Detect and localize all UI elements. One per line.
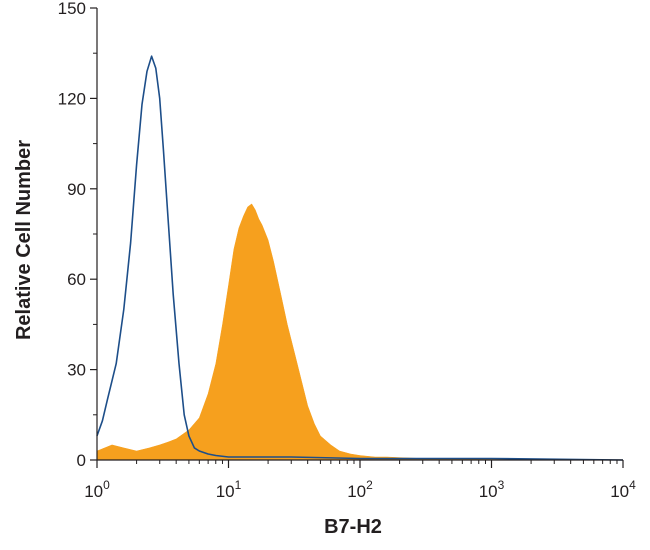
series-0-filled-histogram: [96, 203, 624, 461]
x-tick-label: 104: [610, 478, 636, 501]
y-tick-label: 30: [67, 361, 86, 380]
series-layer: [96, 55, 624, 461]
y-tick-label: 0: [77, 451, 86, 470]
series-1-outline-histogram: [96, 55, 624, 461]
y-ticks: 0 30 60 90 120 150: [58, 0, 97, 470]
x-tick-label: 103: [479, 478, 505, 501]
y-tick-label: 150: [58, 0, 86, 18]
x-ticks: 100 101 102 103 104: [84, 460, 636, 501]
y-tick-label: 90: [67, 180, 86, 199]
x-tick-label: 100: [84, 478, 110, 501]
axes-layer: [96, 8, 623, 461]
x-tick-label: 101: [216, 478, 242, 501]
x-axis-title: B7-H2: [324, 516, 382, 538]
y-tick-label: 120: [58, 89, 86, 108]
y-axis-title: Relative Cell Number: [13, 140, 35, 340]
y-tick-label: 60: [67, 270, 86, 289]
x-tick-label: 102: [347, 478, 373, 501]
